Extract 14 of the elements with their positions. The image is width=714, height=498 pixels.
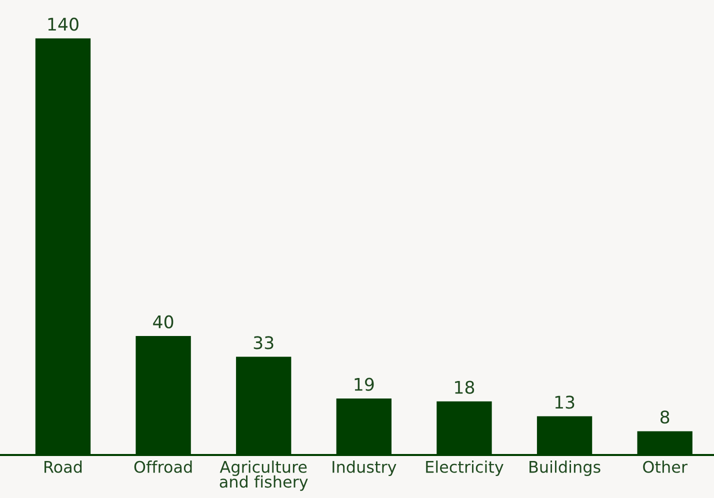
- x-tick-label: Buildings: [530, 460, 600, 476]
- data-label: 18: [455, 380, 474, 394]
- data-label: 8: [660, 410, 670, 424]
- x-tick-label: Other: [643, 460, 688, 473]
- data-label: 40: [153, 315, 174, 328]
- x-tick-label: Industry: [332, 460, 396, 476]
- data-label: 140: [48, 18, 78, 31]
- x-tick-label: Agriculture and fishery: [220, 460, 308, 491]
- x-tick-label: Offroad: [134, 460, 192, 473]
- x-tick-label: Electricity: [426, 460, 504, 476]
- data-label: 13: [555, 396, 574, 409]
- data-label: 19: [354, 378, 374, 391]
- data-label: 33: [254, 336, 274, 350]
- x-tick-label: Road: [44, 460, 82, 473]
